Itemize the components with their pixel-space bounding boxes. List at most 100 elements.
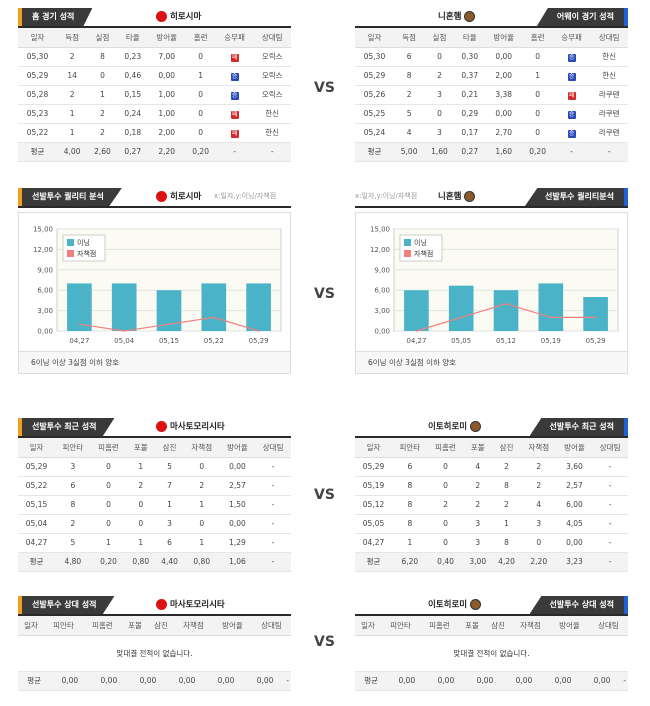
table-cell: 오릭스 [253, 66, 291, 86]
away-games-header: 일자 득점 실점 타율 방어율 홈런 승무패 상대팀 [355, 28, 628, 48]
table-cell: 3 [55, 457, 91, 477]
table-cell: 2 [126, 476, 156, 496]
table-cell: 0,00 [484, 104, 523, 124]
table-cell: 3,38 [484, 85, 523, 105]
hiroshima-logo-icon [156, 10, 167, 22]
loss-badge: 패 [230, 129, 239, 138]
quality-away-tab[interactable]: 선발투수 퀄리티분석 [524, 188, 628, 206]
column-header: 피안타 [381, 616, 420, 636]
win-badge: 승 [230, 91, 239, 100]
loss-badge: 패 [230, 53, 239, 62]
table-cell: 2,20 [147, 142, 186, 162]
table-row: 05,23 1 2 0,24 1,00 0 패 한신 [18, 104, 291, 124]
result-cell: 패 [215, 123, 254, 143]
point-earned-runs [123, 330, 125, 332]
table-cell: 한신 [253, 104, 291, 124]
away-games-panel: 니혼햄 어웨이 경기 성적 일자 득점 실점 타율 방어율 홈런 승무패 상대팀 05,30 6… [355, 6, 628, 162]
vs-away-nomatch: 맞대결 전적이 없습니다. [355, 636, 628, 672]
column-header: 타율 [117, 28, 148, 48]
quality-away-team: 니혼햄 [438, 190, 476, 202]
table-cell: 5 [155, 457, 184, 477]
quality-home-chart-svg: 0,00 3,00 6,00 9,00 12,00 15,00 04,27 05,04 05,1… [33, 226, 282, 345]
quality-home-tab[interactable]: 선발투수 퀄리티 분석 [18, 188, 122, 206]
column-header: 일자 [18, 28, 57, 48]
legend-label: 이닝 [77, 238, 90, 247]
point-earned-runs [257, 330, 260, 332]
table-cell: 1,06 [219, 552, 256, 572]
average-row: 평균 6,20 0,40 3,00 4,20 2,20 3,23- [355, 552, 628, 572]
column-header: 방어율 [549, 616, 589, 636]
table-cell: 0,00 [206, 671, 246, 691]
table-cell: 04,27 [355, 533, 393, 553]
table-cell: 0 [185, 123, 216, 143]
x-tick-label: 05,19 [541, 337, 561, 345]
table-cell: 2 [463, 476, 493, 496]
vs-label: VS [314, 286, 335, 302]
table-cell: 3 [463, 514, 493, 534]
table-cell: 05,12 [355, 495, 393, 515]
table-row: 05,29 3 0 1 5 0 0,00- [18, 457, 291, 477]
column-header: 자책점 [510, 616, 550, 636]
recent-away-header: 일자 피안타 피홈런 포볼 삼진 자책점 방어율 상대팀 [355, 438, 628, 458]
column-header: 피홈런 [82, 616, 122, 636]
table-cell: 오릭스 [253, 85, 291, 105]
vs-away-avg: 평균 0,00 0,00 0,00 0,00 0,00 0,00- [355, 671, 628, 691]
table-cell: 0,80 [183, 552, 220, 572]
table-cell: 평균 [18, 671, 51, 691]
vs-home-nomatch: 맞대결 전적이 없습니다. [18, 636, 291, 672]
x-tick-label: 05,15 [159, 337, 179, 345]
table-cell: - [552, 142, 591, 162]
home-games-panel: 홈 경기 성적 히로시마 일자 득점 실점 타율 방어율 홈런 승무패 상대팀 05,30 2 8… [18, 6, 291, 162]
table-cell: 0,46 [117, 66, 148, 86]
bar-innings [404, 290, 429, 331]
table-cell: 05,22 [18, 476, 56, 496]
legend-swatch [67, 239, 74, 246]
recent-away-team: 이토히로미 [428, 420, 482, 432]
table-cell: 1 [522, 66, 553, 86]
table-cell: 2 [492, 495, 521, 515]
table-cell: 1 [492, 514, 521, 534]
table-cell: 1,60 [484, 142, 523, 162]
table-cell: 0 [183, 457, 220, 477]
nipponham-logo-icon [470, 420, 482, 432]
column-header: 일자 [18, 616, 44, 636]
table-cell: 05,29 [18, 457, 56, 477]
away-games-tab[interactable]: 어웨이 경기 성적 [536, 8, 628, 26]
column-header: 타율 [454, 28, 485, 48]
recent-away-tab[interactable]: 선발투수 최근 성적 [529, 418, 628, 436]
quality-home-chart: 0,00 3,00 6,00 9,00 12,00 15,00 04,27 05,04 05,1… [18, 212, 291, 352]
y-tick-label: 3,00 [374, 307, 390, 315]
table-cell: 6 [55, 476, 91, 496]
bar-innings [246, 283, 271, 331]
result-cell: 패 [215, 104, 254, 124]
result-cell: 패 [215, 47, 254, 67]
table-cell: 0,17 [454, 123, 485, 143]
bar-innings [67, 283, 92, 331]
point-earned-runs [550, 316, 552, 319]
table-cell: 0,00 [128, 671, 168, 691]
table-cell: 05,05 [355, 514, 393, 534]
hiroshima-logo-icon [156, 420, 167, 432]
table-cell: 3 [520, 514, 557, 534]
table-cell: 평균 [18, 552, 56, 572]
point-earned-runs [213, 316, 215, 319]
table-cell: 6,20 [392, 552, 428, 572]
table-cell: - [592, 552, 628, 572]
column-header: 피홈런 [427, 438, 464, 458]
bar-innings [201, 283, 227, 331]
table-cell: 04,27 [18, 533, 56, 553]
table-cell: 1,00 [147, 85, 186, 105]
table-cell: 0,00 [426, 671, 466, 691]
table-cell: 05,19 [355, 476, 393, 496]
vs-away-tab[interactable]: 선발투수 상대 성적 [529, 596, 628, 614]
table-cell: 0,00 [484, 47, 523, 67]
table-cell: 4,20 [492, 552, 521, 572]
vs-label: VS [314, 80, 335, 96]
recent-home-tab[interactable]: 선발투수 최근 성적 [18, 418, 115, 436]
table-cell: 05,28 [18, 85, 57, 105]
table-cell: 2 [393, 85, 425, 105]
table-row: 05,05 8 0 3 1 3 4,05- [355, 514, 628, 534]
home-games-tab[interactable]: 홈 경기 성적 [18, 8, 93, 26]
vs-home-tab[interactable]: 선발투수 상대 성적 [18, 596, 115, 614]
column-header: 일자 [18, 438, 56, 458]
